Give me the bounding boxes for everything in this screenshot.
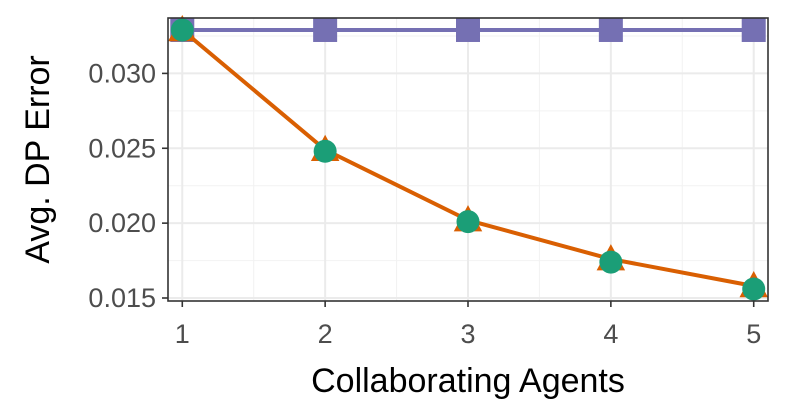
x-tick-label: 3 [460,319,475,349]
x-axis-title: Collaborating Agents [311,362,625,400]
data-point-square [598,17,623,42]
axis-ticks [162,72,755,307]
x-tick-label: 1 [175,319,190,349]
y-tick-label: 0.015 [88,283,156,313]
data-point-circle [742,277,766,301]
y-tick-label: 0.030 [88,58,156,88]
tick-labels: 1 2 3 4 5 0.015 0.020 0.025 0.030 [88,58,761,349]
data-point-circle [170,18,194,42]
series-2 [170,18,766,301]
data-point-square [456,17,480,42]
series-layer [168,14,768,301]
data-point-circle [456,210,480,234]
grid-major [168,18,768,301]
data-point-square [313,17,338,42]
series-0 [170,17,766,42]
data-point-square [741,17,766,42]
data-point-circle [599,250,623,274]
x-tick-label: 2 [318,319,333,349]
y-tick-label: 0.020 [88,208,156,238]
x-tick-label: 5 [746,319,761,349]
x-tick-label: 4 [603,319,618,349]
y-axis-title: Avg. DP Error [19,55,57,263]
data-point-circle [313,139,337,163]
y-tick-label: 0.025 [88,133,156,163]
